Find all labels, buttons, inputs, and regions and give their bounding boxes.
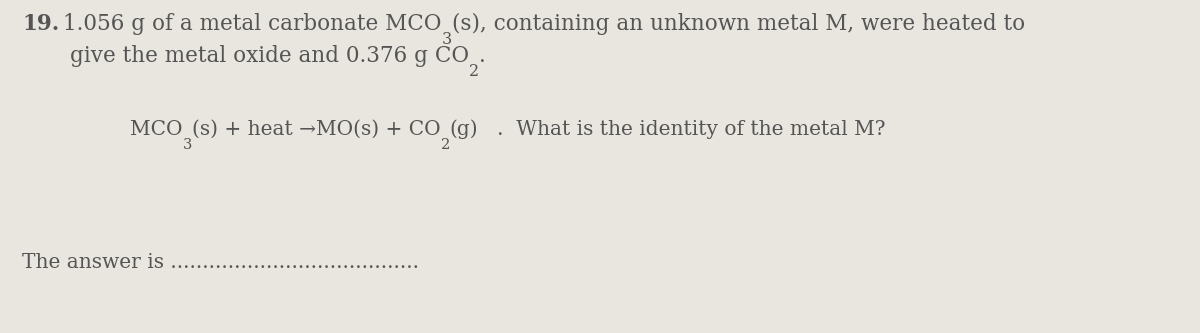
Text: 3: 3: [182, 138, 192, 152]
Text: 2: 2: [440, 138, 450, 152]
Text: 1.056 g of a metal carbonate MCO: 1.056 g of a metal carbonate MCO: [64, 13, 442, 35]
Text: 2: 2: [469, 63, 479, 80]
Text: (s) + heat →MO(s) + CO: (s) + heat →MO(s) + CO: [192, 120, 440, 139]
Text: .  What is the identity of the metal M?: . What is the identity of the metal M?: [479, 120, 886, 139]
Text: MCO: MCO: [130, 120, 182, 139]
Text: (s), containing an unknown metal M, were heated to: (s), containing an unknown metal M, were…: [452, 13, 1025, 35]
Text: 19.: 19.: [22, 13, 59, 35]
Text: give the metal oxide and 0.376 g CO: give the metal oxide and 0.376 g CO: [70, 45, 469, 67]
Text: .: .: [479, 45, 486, 67]
Text: The answer is .......................................: The answer is ..........................…: [22, 253, 419, 272]
Text: (g): (g): [450, 119, 479, 139]
Text: 3: 3: [442, 31, 452, 48]
